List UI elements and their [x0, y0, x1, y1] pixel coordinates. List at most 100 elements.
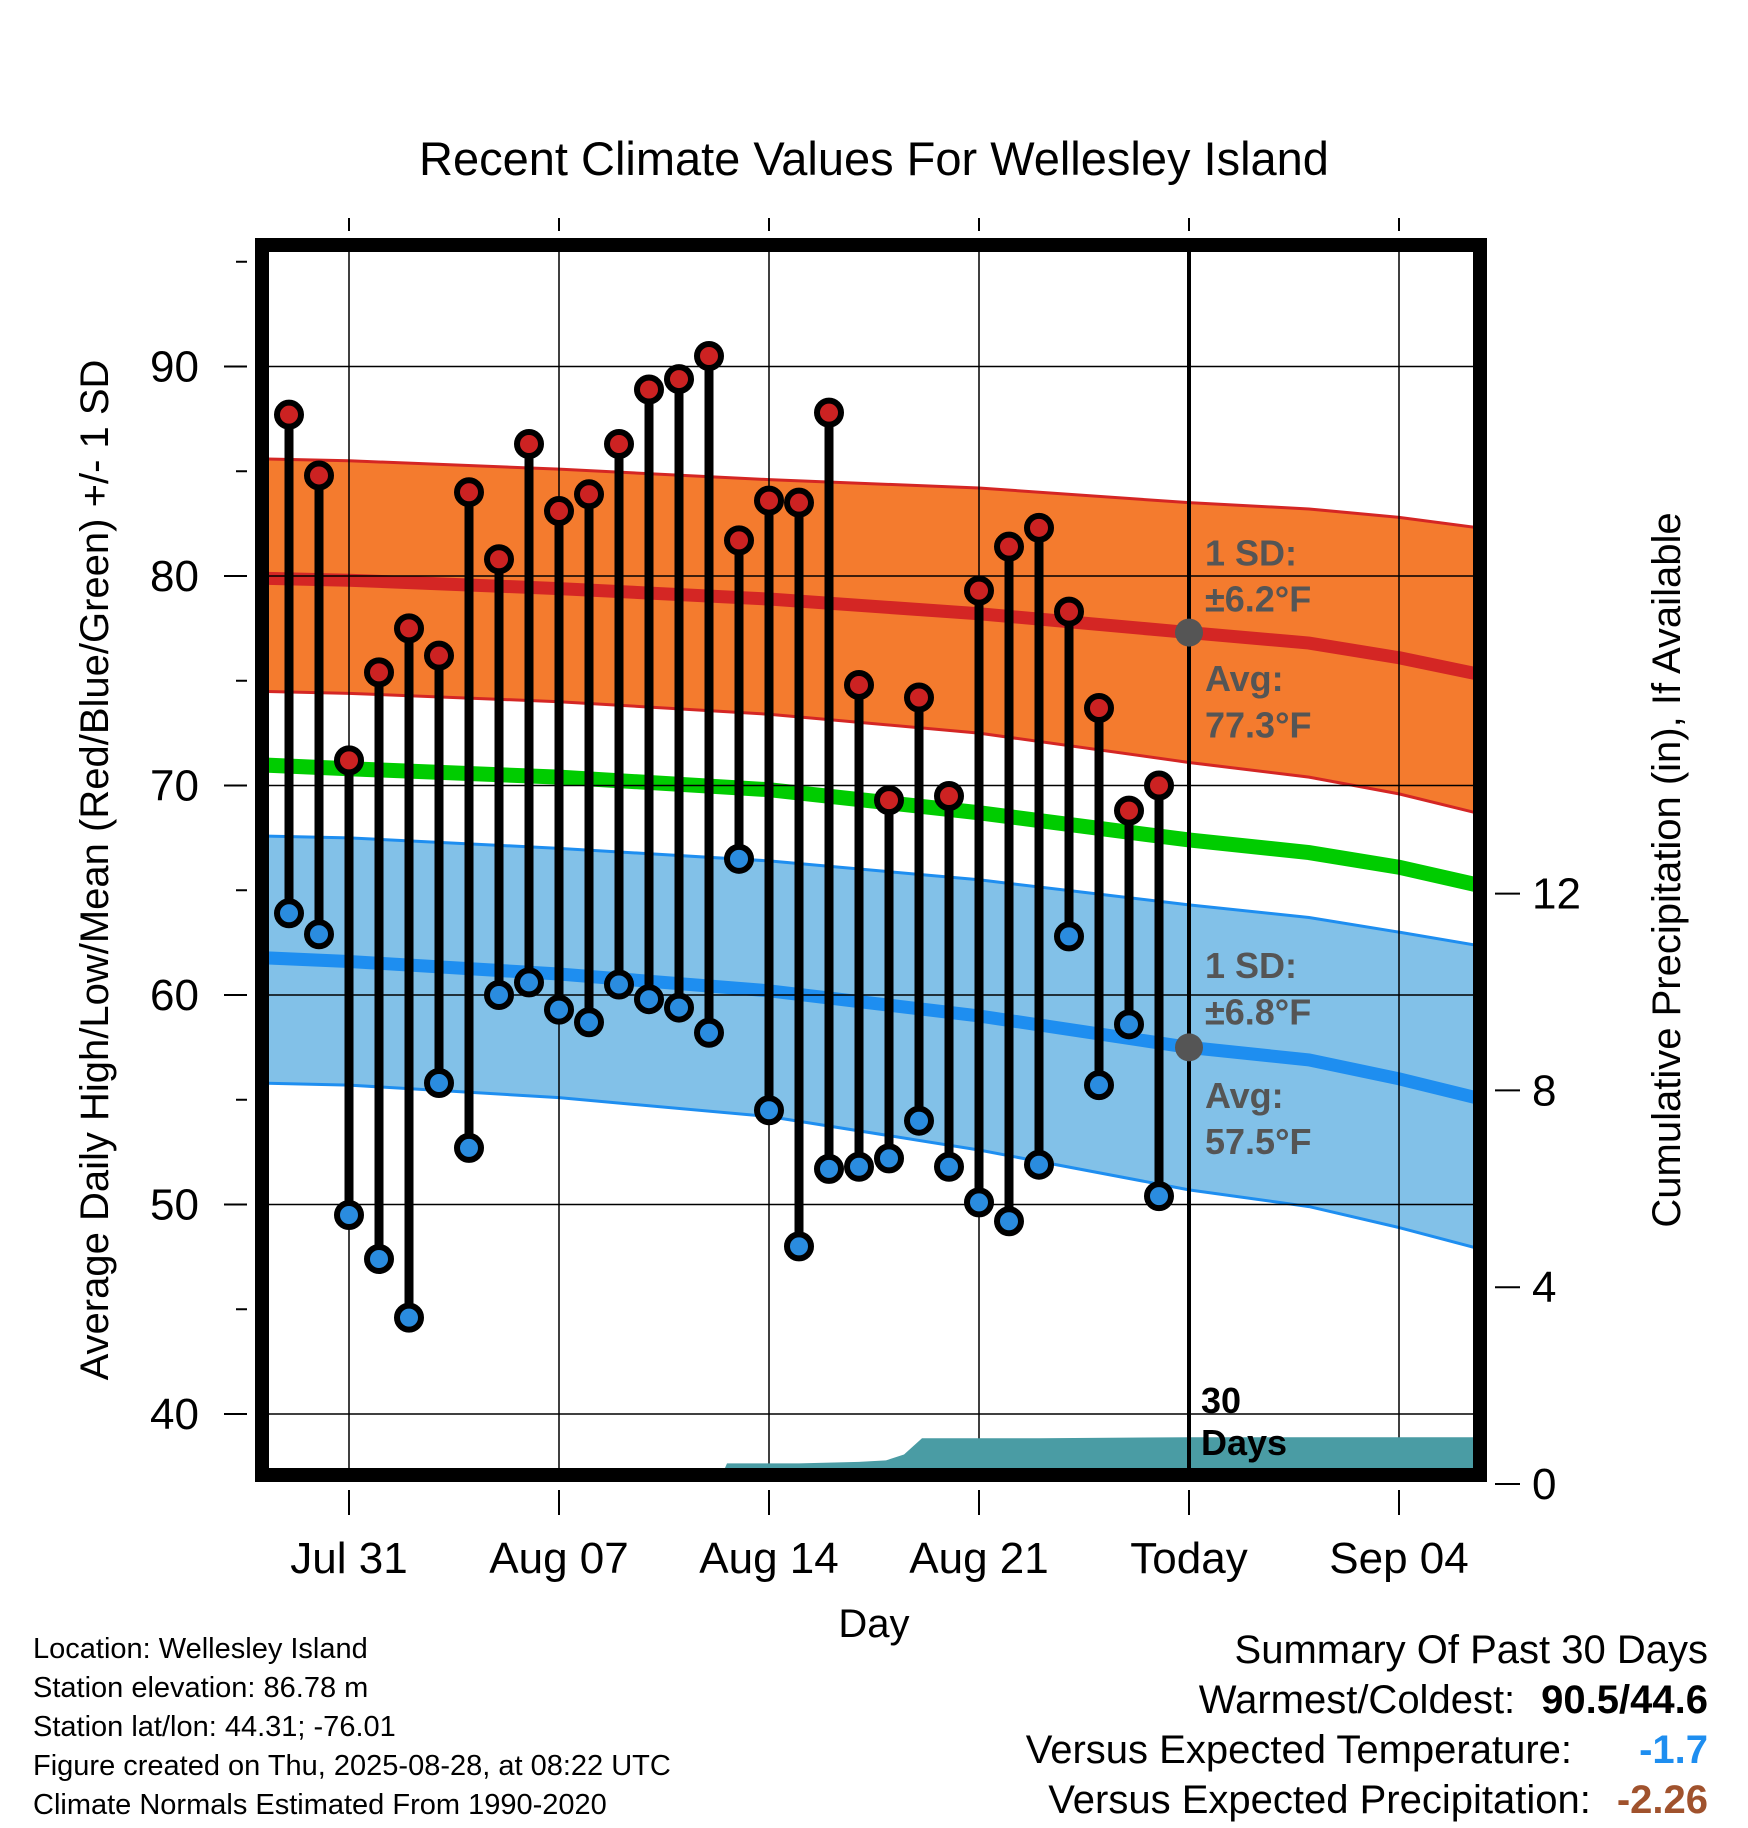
y-axis-label: Average Daily High/Low/Mean (Red/Blue/Gr… — [73, 360, 117, 1381]
high-point — [544, 496, 574, 527]
precip-row: Versus Expected Precipitation: -2.26 — [1026, 1775, 1708, 1825]
elevation-text: Station elevation: 86.78 m — [33, 1672, 369, 1704]
high-point — [1084, 692, 1114, 723]
plot-content: 1 SD: ±6.2°F Avg: 77.3°F 1 SD: ±6.8°F Avg: 57.5… — [262, 245, 1480, 1475]
low-point — [784, 1231, 814, 1262]
high-avg-title: Avg: — [1205, 658, 1284, 699]
normals-text: Climate Normals Estimated From 1990-2020 — [33, 1789, 607, 1821]
y2-tick-label: 0 — [1532, 1460, 1556, 1509]
x-tick-label: Today — [1130, 1534, 1247, 1583]
low-point — [874, 1143, 904, 1174]
high-point — [1114, 795, 1144, 826]
low-point — [514, 967, 544, 998]
low-point — [604, 969, 634, 1000]
station-info: Location: Wellesley Island Station eleva… — [33, 1630, 671, 1825]
low-point — [454, 1132, 484, 1163]
high-point — [784, 487, 814, 518]
low-point — [544, 994, 574, 1025]
x-tick-label: Aug 07 — [489, 1534, 628, 1583]
high-point — [934, 780, 964, 811]
summary-panel: Summary Of Past 30 Days Warmest/Coldest:… — [1026, 1625, 1708, 1825]
precip-value: -2.26 — [1616, 1778, 1708, 1822]
low-point — [424, 1067, 454, 1098]
low-point — [1024, 1149, 1054, 1180]
high-point — [904, 682, 934, 713]
low-point — [394, 1302, 424, 1333]
high-point — [574, 479, 604, 510]
days-label-days: Days — [1201, 1422, 1287, 1463]
high-point — [634, 374, 664, 405]
low-sd-title: 1 SD: — [1205, 945, 1297, 986]
x-tick-label: Jul 31 — [290, 1534, 407, 1583]
low-point — [664, 992, 694, 1023]
high-point — [424, 640, 454, 671]
created-text: Figure created on Thu, 2025-08-28, at 08… — [33, 1750, 671, 1782]
low-point — [574, 1007, 604, 1038]
warmest-value: 90.5/44.6 — [1541, 1678, 1708, 1722]
low-point — [484, 980, 514, 1010]
y-tick-label: 80 — [150, 552, 199, 601]
plot-area: 1 SD: ±6.2°F Avg: 77.3°F 1 SD: ±6.8°F Avg: 57.5… — [150, 218, 1581, 1583]
chart-title: Recent Climate Values For Wellesley Isla… — [419, 132, 1329, 185]
low-avg-value: 57.5°F — [1205, 1121, 1311, 1162]
high-point — [334, 745, 364, 776]
warmest-row: Warmest/Coldest: 90.5/44.6 — [1026, 1675, 1708, 1725]
high-point — [364, 657, 394, 688]
temp-row: Versus Expected Temperature: -1.7 — [1026, 1725, 1708, 1775]
high-sd-band — [262, 458, 1480, 814]
high-point — [304, 460, 334, 491]
high-point — [814, 397, 844, 428]
high-point — [844, 669, 874, 700]
low-point — [964, 1187, 994, 1218]
days-label-30: 30 — [1201, 1380, 1241, 1421]
low-point — [364, 1243, 394, 1274]
latlon-text: Station lat/lon: 44.31; -76.01 — [33, 1711, 396, 1743]
low-point — [724, 843, 754, 874]
low-point — [844, 1151, 874, 1182]
low-point — [904, 1105, 934, 1136]
low-point — [814, 1153, 844, 1184]
high-point — [664, 364, 694, 395]
today-low-normal-marker — [1175, 1033, 1203, 1062]
temp-label: Versus Expected Temperature: — [1025, 1728, 1572, 1772]
low-point — [694, 1017, 724, 1048]
low-sd-band — [262, 835, 1480, 1249]
high-point — [724, 525, 754, 556]
low-point — [934, 1151, 964, 1182]
low-point — [274, 898, 304, 929]
summary-title: Summary Of Past 30 Days — [1234, 1628, 1708, 1672]
x-tick-label: Aug 21 — [909, 1534, 1048, 1583]
low-point — [1084, 1070, 1114, 1101]
y-tick-label: 50 — [150, 1181, 199, 1230]
high-point — [1024, 512, 1054, 543]
temp-value: -1.7 — [1639, 1728, 1708, 1772]
low-point — [1054, 921, 1084, 952]
low-point — [1144, 1181, 1174, 1212]
warmest-label: Warmest/Coldest: — [1198, 1678, 1516, 1722]
today-high-normal-marker — [1175, 618, 1203, 647]
high-point — [1054, 596, 1084, 627]
high-point — [394, 613, 424, 644]
low-point — [304, 919, 334, 950]
high-point — [604, 429, 634, 460]
low-point — [994, 1206, 1024, 1237]
high-point — [874, 785, 904, 816]
high-point — [514, 429, 544, 460]
high-point — [994, 531, 1024, 562]
high-sd-title: 1 SD: — [1205, 533, 1297, 574]
low-avg-title: Avg: — [1205, 1075, 1284, 1116]
y2-tick-label: 8 — [1532, 1066, 1556, 1115]
high-point — [964, 575, 994, 606]
high-avg-value: 77.3°F — [1205, 704, 1311, 745]
plot-frame — [255, 238, 1487, 1482]
location-text: Location: Wellesley Island — [33, 1633, 368, 1665]
high-point — [1144, 770, 1174, 801]
precip-area — [718, 1437, 1480, 1475]
y-tick-label: 40 — [150, 1390, 199, 1439]
high-point — [754, 485, 784, 516]
high-sd-value: ±6.2°F — [1205, 579, 1311, 620]
low-point — [1114, 1009, 1144, 1040]
low-point — [634, 984, 664, 1015]
y2-axis-label: Cumulative Precipitation (in), If Availa… — [1645, 512, 1689, 1227]
